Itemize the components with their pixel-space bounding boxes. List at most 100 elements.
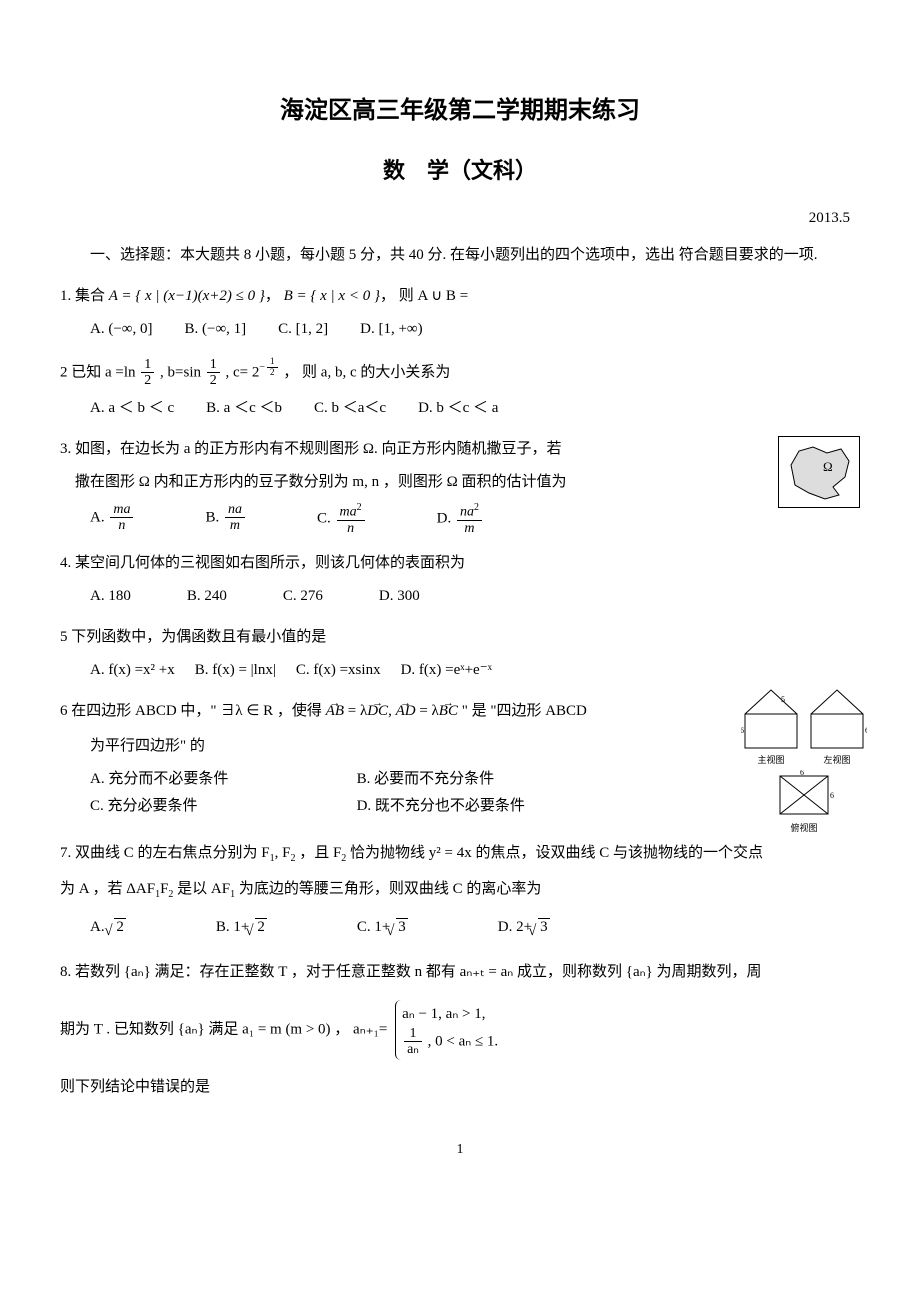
q4-options: A. 180 B. 240 C. 276 D. 300 <box>60 583 860 610</box>
q3-optC: C. ma2n <box>317 502 367 536</box>
num: 1 <box>207 357 220 373</box>
t: BC <box>439 703 458 719</box>
figure-three-views: 5 6 6 主视图 左视图 6 6 俯视图 <box>734 688 874 836</box>
lblC: C. <box>317 510 331 526</box>
d: m <box>464 521 474 536</box>
q5-options: A. f(x) =x² +x B. f(x) = |lnx| C. f(x) =… <box>60 657 860 684</box>
exam-date: 2013.5 <box>60 205 860 232</box>
lbl-top: 俯视图 <box>734 820 874 836</box>
page-number: 1 <box>60 1137 860 1162</box>
lbl-side: 左视图 <box>807 752 867 768</box>
q6-optD: D. 既不充分也不必要条件 <box>357 793 592 820</box>
q1-setB: B = { x | x < 0 } <box>284 288 380 304</box>
svg-text:6: 6 <box>865 726 867 735</box>
den: 2 <box>141 373 154 388</box>
q2-p3: , c= <box>226 364 249 380</box>
q2-optB: B. a ＜c ＜b <box>206 395 282 422</box>
t: AD <box>396 703 416 719</box>
p8: 为底边的等腰三角形，则双曲线 C 的离心率为 <box>235 881 541 897</box>
figure-omega-box: Ω <box>778 436 860 508</box>
frac-half-exp: 12 <box>267 357 278 378</box>
eq2: = λ <box>416 703 439 719</box>
p5: 为 A ，若 ΔAF <box>60 881 155 897</box>
eq1: = λ <box>344 703 367 719</box>
q2-p2: , b=sin <box>160 364 201 380</box>
q1-optC: C. [1, 2] <box>278 316 328 343</box>
view-row-top: 5 6 6 <box>734 688 874 750</box>
front-view-svg: 5 6 <box>741 688 801 750</box>
title-sub: 数 学（文科） <box>60 151 860 191</box>
svg-text:6: 6 <box>800 770 804 777</box>
q4-optA: A. 180 <box>90 583 131 610</box>
d: aₙ <box>404 1042 422 1057</box>
case2: 1aₙ , 0 < aₙ ≤ 1. <box>402 1026 498 1058</box>
q5-optD: D. f(x) =eˣ+e⁻ˣ <box>401 657 492 684</box>
q2-p4: ， 则 a, b, c 的大小关系为 <box>283 364 450 380</box>
q5-text: 5 下列函数中，为偶函数且有最小值的是 <box>60 624 860 651</box>
q3-optD: D. na2m <box>437 502 484 536</box>
question-6: 5 6 6 主视图 左视图 6 6 俯视图 6 在四边形 ABCD 中， <box>60 698 860 820</box>
q7-optB: B. 1+2 <box>216 914 267 941</box>
q6-optB: B. 必要而不充分条件 <box>357 766 592 793</box>
q6-optC: C. 充分必要条件 <box>90 793 325 820</box>
q4-optC: C. 276 <box>283 583 323 610</box>
n: na <box>460 504 474 519</box>
question-4: 4. 某空间几何体的三视图如右图所示，则该几何体的表面积为 A. 180 B. … <box>60 550 860 610</box>
sq: 3 <box>538 918 550 935</box>
q7-optC: C. 1+3 <box>357 914 408 941</box>
s: 2 <box>357 502 362 513</box>
vec-BC: BC <box>439 703 458 719</box>
q6-p1: 6 在四边形 ABCD 中，" ∃λ ∈ R ，使得 <box>60 703 326 719</box>
question-2: 2 已知 a =ln 12 , b=sin 12 , c= 2−12 ， 则 a… <box>60 357 860 422</box>
p3: ，且 F <box>295 845 341 861</box>
q6-line1: 6 在四边形 ABCD 中，" ∃λ ∈ R ，使得 AB = λDC, AD … <box>60 698 750 725</box>
q2-optC: C. b ＜a＜c <box>314 395 386 422</box>
q2-text: 2 已知 a =ln 12 , b=sin 12 , c= 2−12 ， 则 a… <box>60 357 860 389</box>
vec-AB: AB <box>326 703 344 719</box>
q4-text: 4. 某空间几何体的三视图如右图所示，则该几何体的表面积为 <box>60 550 860 577</box>
den: 2 <box>207 373 220 388</box>
vec-DC: DC <box>367 703 388 719</box>
d: n <box>347 521 354 536</box>
frac-half-2: 12 <box>207 357 220 389</box>
q8-line1: 8. 若数列 {aₙ} 满足：存在正整数 T ，对于任意正整数 n 都有 aₙ₊… <box>60 959 860 986</box>
title-main: 海淀区高三年级第二学期期末练习 <box>60 90 860 133</box>
view-labels-1: 主视图 左视图 <box>734 752 874 768</box>
q8-line2: 期为 T . 已知数列 {aₙ} 满足 a₁ = m (m > 0) ， aₙ₊… <box>60 1000 860 1060</box>
section-intro: 一、选择题：本大题共 8 小题，每小题 5 分，共 40 分. 在每小题列出的四… <box>60 242 860 269</box>
q7-line1: 7. 双曲线 C 的左右焦点分别为 F1, F2 ，且 F2 恰为抛物线 y² … <box>60 840 860 868</box>
q3-line1: 3. 如图，在边长为 a 的正方形内有不规则图形 Ω. 向正方形内随机撒豆子，若 <box>60 436 750 463</box>
view-row-bottom: 6 6 <box>734 770 874 818</box>
q2-optD: D. b ＜c ＜ a <box>418 395 498 422</box>
q2-exp: −12 <box>259 362 279 373</box>
case1: aₙ − 1, aₙ > 1, <box>402 1002 498 1026</box>
sq: 3 <box>396 918 408 935</box>
q4-optB: B. 240 <box>187 583 227 610</box>
svg-text:6: 6 <box>830 791 834 800</box>
q6-options: A. 充分而不必要条件 B. 必要而不充分条件 C. 充分必要条件 D. 既不充… <box>60 766 600 820</box>
frac-1-an: 1aₙ <box>404 1026 422 1058</box>
sq: 2 <box>114 918 126 935</box>
n: 1 <box>404 1026 422 1042</box>
omega-svg: Ω <box>779 437 859 507</box>
q1-optD: D. [1, +∞) <box>360 316 422 343</box>
p1: 期为 T . 已知数列 {aₙ} 满足 a₁ = m (m > 0) ， aₙ₊… <box>60 1021 387 1037</box>
q3-optB: B. nam <box>205 502 247 536</box>
q1-options: A. (−∞, 0] B. (−∞, 1] C. [1, 2] D. [1, +… <box>60 316 860 343</box>
p7: 是以 AF <box>173 881 230 897</box>
den: 2 <box>267 368 278 378</box>
vec-AD: AD <box>396 703 416 719</box>
q1-text: 1. 集合 A = { x | (x−1)(x+2) ≤ 0 }， B = { … <box>60 283 860 310</box>
sep: , <box>388 703 396 719</box>
d: n <box>118 518 125 533</box>
fracA: man <box>110 502 133 534</box>
lblB: B. <box>205 509 219 525</box>
question-7: 7. 双曲线 C 的左右焦点分别为 F1, F2 ，且 F2 恰为抛物线 y² … <box>60 840 860 941</box>
q6-p2: " 是 "四边形 ABCD <box>458 703 587 719</box>
top-view-svg: 6 6 <box>774 770 834 818</box>
q6-optA: A. 充分而不必要条件 <box>90 766 325 793</box>
t: AB <box>326 703 344 719</box>
q4-optD: D. 300 <box>379 583 420 610</box>
frac-half-1: 12 <box>141 357 154 389</box>
l: A. <box>90 919 105 935</box>
